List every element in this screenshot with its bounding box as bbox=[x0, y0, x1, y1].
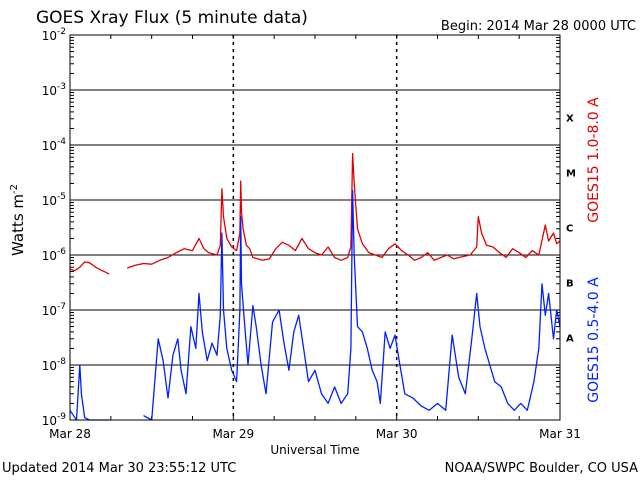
y-tick-base: 10 bbox=[42, 249, 57, 263]
y-tick-base: 10 bbox=[42, 84, 57, 98]
y-axis-title: Watts m-2 bbox=[9, 184, 27, 256]
x-tick-label: Mar 30 bbox=[376, 427, 418, 441]
y-axis-title-text: Watts m bbox=[9, 194, 27, 256]
y-tick-base: 10 bbox=[42, 359, 57, 373]
flare-class-x: X bbox=[566, 114, 574, 125]
y-tick-exponent: -2 bbox=[57, 27, 66, 37]
y-tick-labels: 10-910-810-710-610-510-410-310-2 bbox=[42, 27, 67, 428]
y-tick-label: 10-3 bbox=[42, 82, 66, 98]
y-tick-base: 10 bbox=[42, 414, 57, 428]
flare-class-a: A bbox=[566, 334, 574, 345]
x-tick-label: Mar 28 bbox=[49, 427, 91, 441]
updated-label: Updated 2014 Mar 30 23:55:12 UTC bbox=[2, 461, 236, 476]
source-label: NOAA/SWPC Boulder, CO USA bbox=[445, 461, 638, 476]
y-tick-exponent: -8 bbox=[57, 357, 66, 367]
y-tick-exponent: -6 bbox=[57, 247, 66, 257]
y-tick-base: 10 bbox=[42, 304, 57, 318]
y-tick-label: 10-4 bbox=[42, 137, 67, 153]
y-tick-label: 10-6 bbox=[42, 247, 67, 263]
plot-grid bbox=[69, 34, 561, 421]
plot-frame bbox=[69, 34, 561, 421]
series-legend: GOES15 1.0-8.0 A GOES15 0.5-4.0 A bbox=[586, 97, 602, 403]
flare-class-b: B bbox=[566, 279, 574, 290]
series-line-long bbox=[69, 261, 110, 275]
y-tick-exponent: -5 bbox=[57, 192, 66, 202]
chart-title: GOES Xray Flux (5 minute data) bbox=[36, 8, 308, 28]
x-tick-label: Mar 29 bbox=[212, 427, 254, 441]
flare-class-m: M bbox=[566, 169, 576, 180]
y-tick-label: 10-9 bbox=[42, 412, 67, 428]
y-tick-label: 10-2 bbox=[42, 27, 66, 43]
flare-class-labels: A B C M X bbox=[566, 114, 576, 345]
y-axis-title-exponent: -2 bbox=[9, 184, 20, 194]
y-tick-label: 10-7 bbox=[42, 302, 66, 318]
y-tick-base: 10 bbox=[42, 139, 57, 153]
y-tick-label: 10-5 bbox=[42, 192, 66, 208]
x-tick-labels: Mar 28 Mar 29 Mar 30 Mar 31 bbox=[49, 427, 581, 441]
y-tick-exponent: -4 bbox=[57, 137, 66, 147]
legend-long-channel: GOES15 1.0-8.0 A bbox=[586, 97, 602, 223]
y-tick-exponent: -9 bbox=[57, 412, 66, 422]
legend-short-channel: GOES15 0.5-4.0 A bbox=[586, 277, 602, 403]
series-line-short bbox=[69, 364, 110, 421]
y-tick-base: 10 bbox=[42, 29, 57, 43]
series-line-short bbox=[143, 189, 561, 421]
series-line-long bbox=[126, 152, 561, 269]
series-layer bbox=[69, 152, 561, 421]
x-axis-title: Universal Time bbox=[270, 443, 359, 457]
y-tick-exponent: -7 bbox=[57, 302, 66, 312]
y-tick-exponent: -3 bbox=[57, 82, 66, 92]
x-tick-label: Mar 31 bbox=[539, 427, 581, 441]
flare-class-c: C bbox=[566, 224, 573, 235]
begin-label: Begin: 2014 Mar 28 0000 UTC bbox=[441, 19, 636, 34]
y-tick-base: 10 bbox=[42, 194, 57, 208]
y-tick-label: 10-8 bbox=[42, 357, 67, 373]
